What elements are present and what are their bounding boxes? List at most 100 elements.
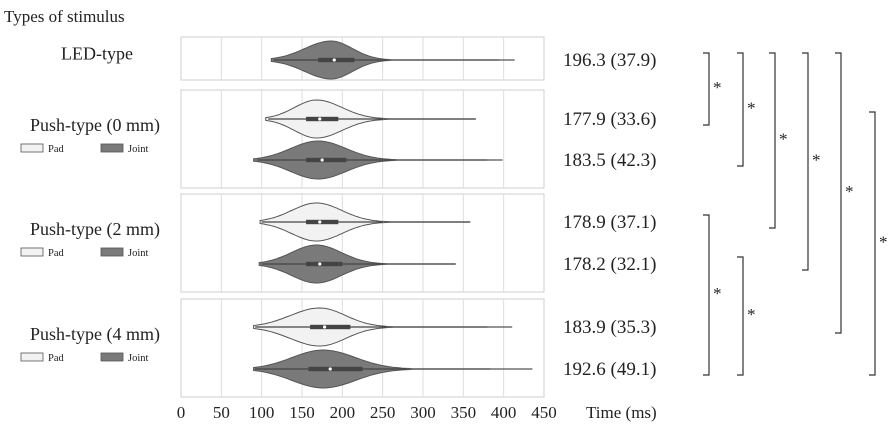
group-label-push-type-0-mm: Push-type (0 mm): [30, 115, 160, 136]
legend-text: Pad: [48, 248, 65, 259]
violin-median: [318, 262, 322, 266]
bracket-line: [869, 111, 876, 376]
significance-star: *: [879, 233, 888, 252]
panels: [180, 36, 545, 398]
legend-text: Pad: [48, 144, 65, 155]
legend-item-joint: Joint: [100, 143, 149, 155]
x-tick-label: 200: [330, 403, 356, 422]
violin-median: [318, 117, 322, 121]
panel-frame: [180, 298, 545, 398]
significance-bracket: *: [737, 256, 756, 376]
x-tick-label: 450: [531, 403, 557, 422]
violin-median: [328, 367, 332, 371]
panel-frame: [180, 193, 545, 293]
legend-item-pad: Pad: [20, 143, 65, 155]
violin-push-type-2-mm-joint: [258, 244, 456, 284]
bracket-line: [737, 52, 744, 167]
violin-push-type-4-mm-pad: [253, 307, 513, 347]
legend-item-joint: Joint: [100, 352, 149, 364]
x-tick-label: 50: [213, 403, 230, 422]
significance-bracket: *: [802, 52, 821, 271]
significance-star: *: [713, 284, 722, 303]
bracket-line: [703, 52, 710, 126]
significance-bracket: *: [737, 52, 756, 167]
legend-swatch: [100, 352, 124, 362]
violin-iqr-box: [306, 261, 343, 267]
x-tick-label: 100: [249, 403, 275, 422]
panel-push-type-4-mm: [180, 298, 545, 398]
violin-median: [332, 58, 336, 62]
significance-star: *: [747, 99, 756, 118]
significance-bracket: *: [703, 214, 722, 376]
bracket-line: [703, 214, 710, 376]
x-tick-label: 250: [370, 403, 396, 422]
bracket-line: [835, 52, 842, 334]
legend-text: Joint: [128, 353, 149, 364]
x-axis-label: Time (ms): [586, 403, 657, 422]
violin-body: [270, 40, 515, 80]
panel-push-type-0-mm: [180, 89, 545, 189]
significance-brackets: * * * * * * * *: [703, 52, 888, 376]
value-label-183-9-35-3: 183.9 (35.3): [563, 317, 656, 338]
chart-title: Types of stimulus: [4, 7, 125, 26]
significance-star: *: [747, 305, 756, 324]
legend-item-pad: Pad: [20, 247, 65, 259]
legend-push-type-0-mm: Pad Joint: [20, 143, 149, 155]
panel-frame: [180, 89, 545, 189]
value-label-196-3-37-9: 196.3 (37.9): [563, 50, 656, 71]
significance-star: *: [845, 182, 854, 201]
violin-push-type-0-mm-joint: [253, 140, 503, 180]
significance-bracket: *: [835, 52, 854, 334]
value-labels: 196.3 (37.9) 177.9 (33.6) 183.5 (42.3) 178.…: [563, 50, 656, 380]
legend-text: Pad: [48, 353, 65, 364]
legend-swatch: [20, 247, 44, 257]
group-label-push-type-2-mm: Push-type (2 mm): [30, 219, 160, 240]
violin-iqr-box: [306, 116, 339, 122]
significance-bracket: *: [703, 52, 722, 126]
significance-bracket: *: [769, 52, 788, 229]
bracket-line: [737, 256, 744, 376]
bracket-line: [769, 52, 776, 229]
legend-push-type-2-mm: Pad Joint: [20, 247, 149, 259]
legend-swatch: [100, 143, 124, 153]
violin-iqr-box: [318, 57, 355, 63]
value-label-192-6-49-1: 192.6 (49.1): [563, 359, 656, 380]
significance-bracket: *: [869, 111, 888, 376]
legend-text: Joint: [128, 248, 149, 259]
panel-push-type-2-mm: [180, 193, 545, 293]
x-axis: 0 50 100 150 200 250 300 350 400 450: [177, 403, 557, 422]
value-label-183-5-42-3: 183.5 (42.3): [563, 150, 656, 171]
violin-push-type-2-mm-pad: [259, 202, 471, 242]
legend-swatch: [20, 143, 44, 153]
legend-text: Joint: [128, 144, 149, 155]
group-label-push-type-4-mm: Push-type (4 mm): [30, 324, 160, 345]
x-tick-label: 300: [410, 403, 436, 422]
violin-iqr-box: [306, 157, 347, 163]
x-tick-label: 350: [451, 403, 477, 422]
legend-swatch: [20, 352, 44, 362]
panel-led-type: [180, 36, 545, 81]
group-label-led-type: LED-type: [61, 44, 133, 64]
group-labels: LED-type Push-type (0 mm) Pad Joint Push-typ…: [20, 44, 160, 364]
x-tick-label: 400: [491, 403, 517, 422]
violin-iqr-box: [308, 366, 363, 372]
x-tick-label: 150: [289, 403, 315, 422]
violin-led-type-joint: [270, 40, 515, 80]
legend-item-pad: Pad: [20, 352, 65, 364]
violin-median: [322, 325, 327, 329]
violin-median: [320, 158, 324, 162]
bracket-line: [802, 52, 809, 271]
significance-star: *: [713, 78, 722, 97]
violin-median: [318, 220, 322, 224]
violin-iqr-box: [310, 324, 351, 330]
value-label-178-9-37-1: 178.9 (37.1): [563, 212, 656, 233]
violin-push-type-0-mm-pad: [265, 99, 476, 139]
value-label-178-2-32-1: 178.2 (32.1): [563, 254, 656, 275]
legend-push-type-4-mm: Pad Joint: [20, 352, 149, 364]
legend-swatch: [100, 247, 124, 257]
significance-star: *: [779, 130, 788, 149]
value-label-177-9-33-6: 177.9 (33.6): [563, 109, 656, 130]
violin-iqr-box: [306, 219, 339, 225]
x-tick-label: 0: [177, 403, 186, 422]
